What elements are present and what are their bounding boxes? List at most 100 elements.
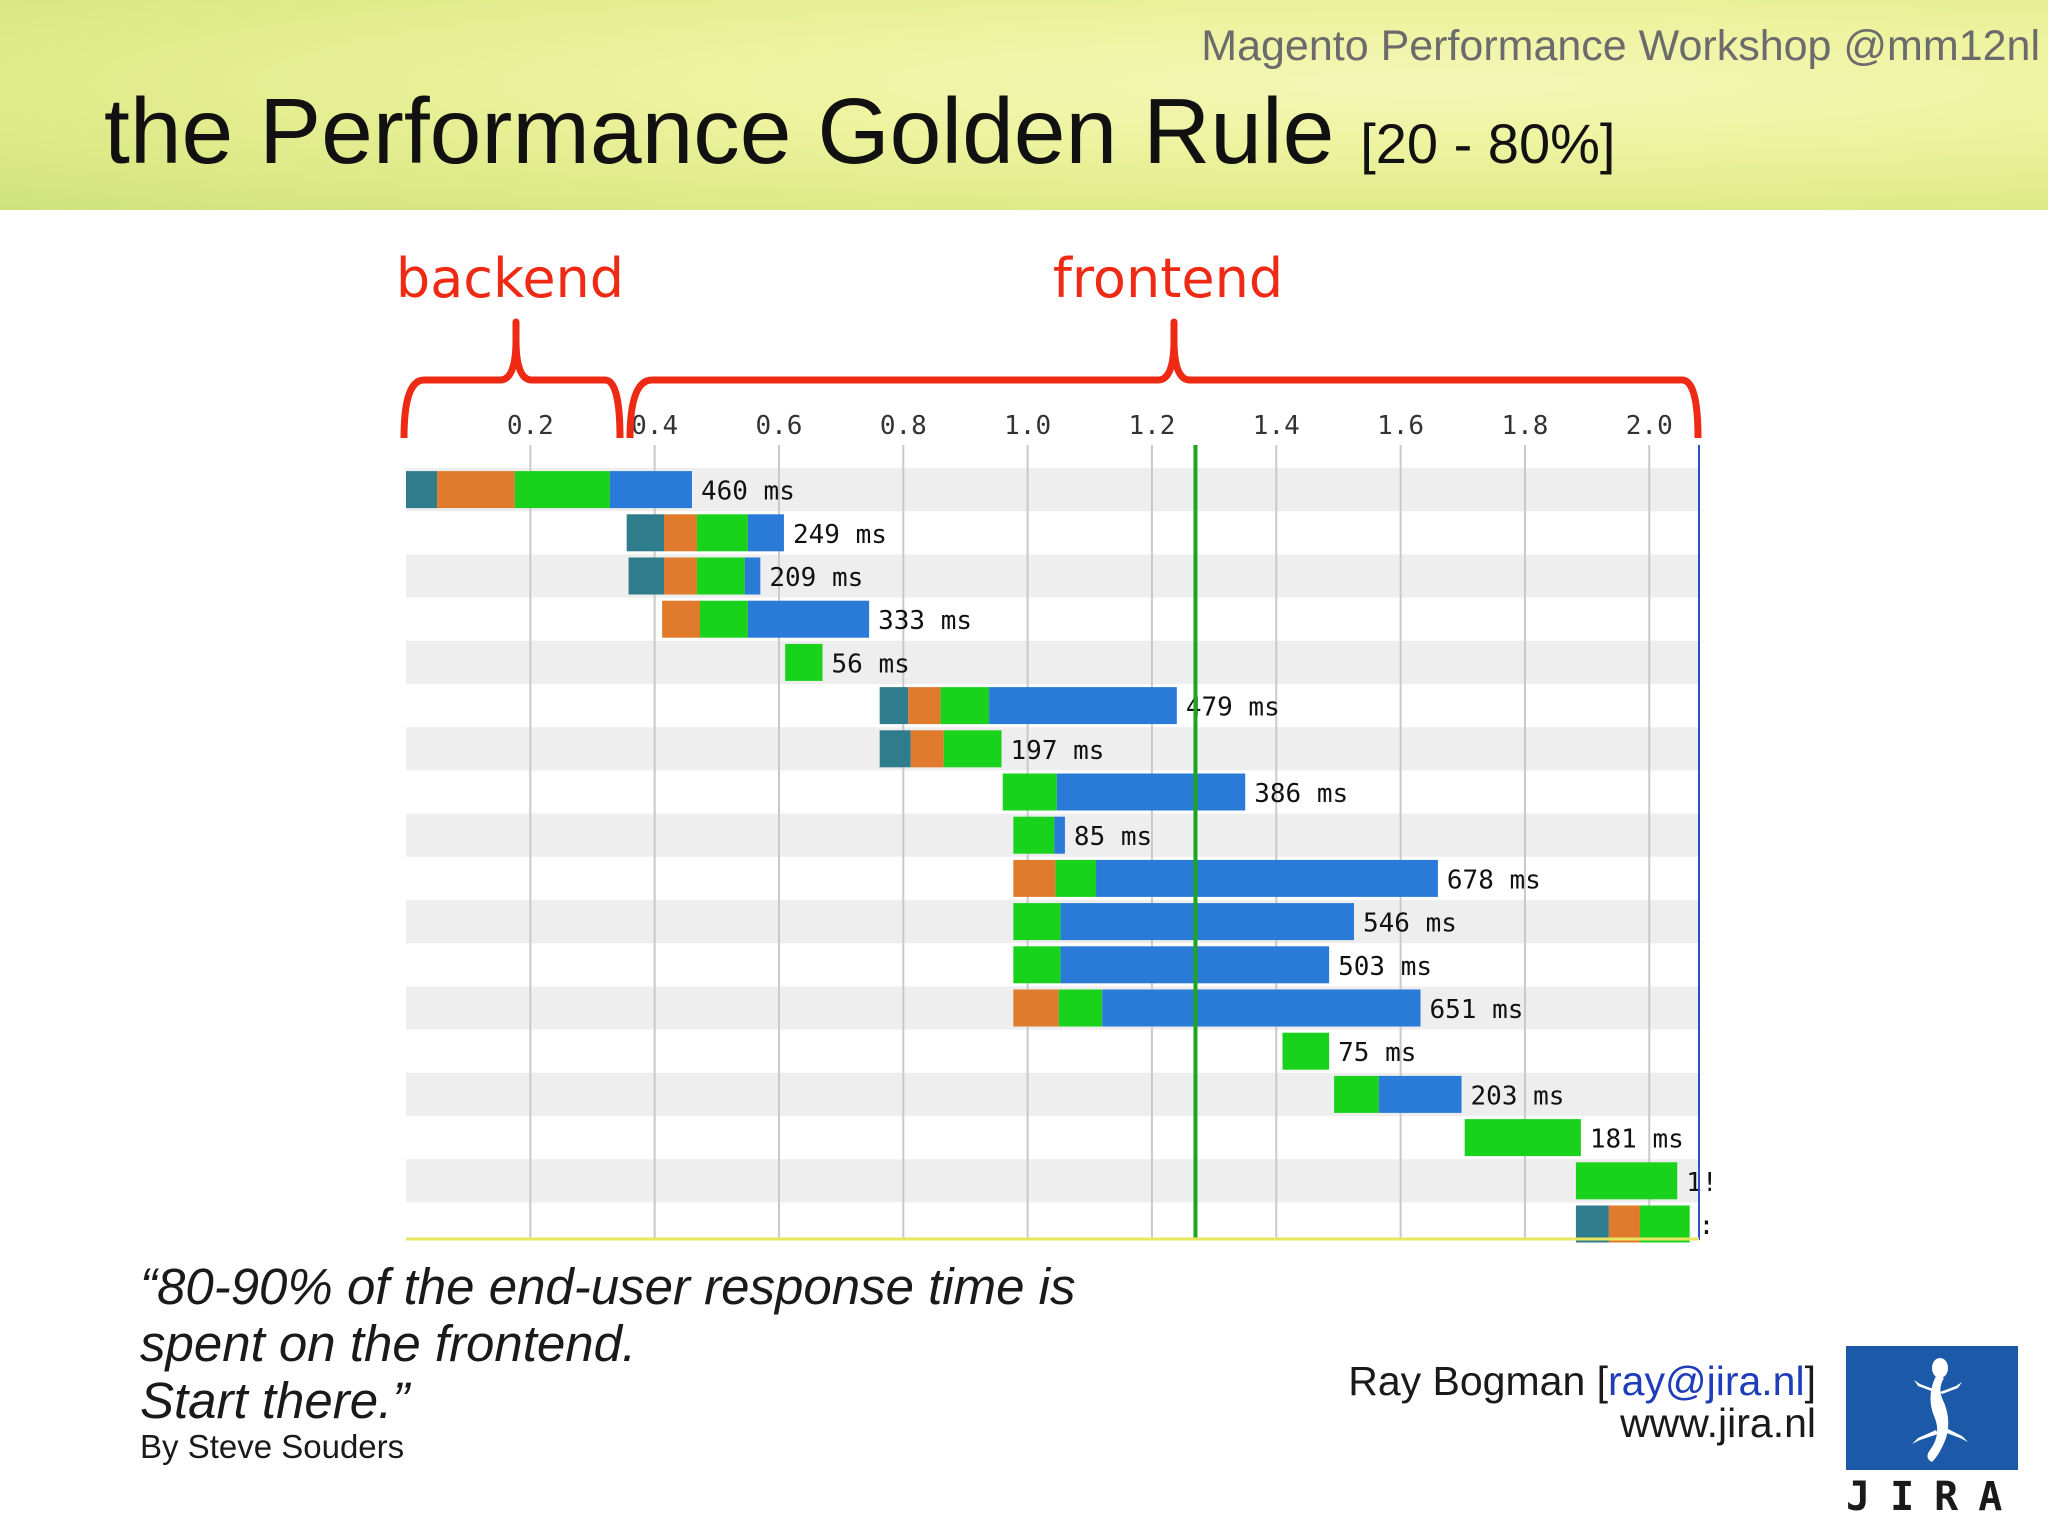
title-main: the Performance Golden Rule (104, 79, 1335, 183)
row-stripe (406, 727, 1699, 771)
bar-segment-dns (626, 514, 664, 552)
bar-segment-download (1102, 989, 1421, 1027)
contact-name: Ray Bogman [ (1348, 1358, 1609, 1404)
bar-segment-ttfb (1575, 1162, 1678, 1200)
bar-segment-download (989, 687, 1177, 725)
duration-label: 460 ms (701, 477, 795, 507)
bar-segment-connect (1013, 859, 1056, 897)
bar-segment-download (744, 557, 761, 595)
x-tick-label: 1.8 (1501, 411, 1548, 441)
duration-label: 203 ms (1471, 1081, 1565, 1111)
title-suffix: [20 - 80%] (1360, 112, 1616, 175)
bar-segment-download (747, 514, 784, 552)
bar-segment-dns (879, 730, 911, 768)
slide-header: Magento Performance Workshop @mm12nl the… (0, 0, 2048, 210)
x-tick-label: 0.8 (880, 411, 927, 441)
bar-segment-ttfb (1334, 1075, 1379, 1113)
x-tick-label: 0.6 (755, 411, 802, 441)
bar-segment-download (1056, 773, 1246, 811)
x-tick-label: 1.4 (1253, 411, 1300, 441)
bar-segment-dns (628, 557, 664, 595)
row-stripe (406, 640, 1699, 684)
x-tick-label: 0.4 (631, 411, 678, 441)
bar-segment-ttfb (696, 557, 745, 595)
bar-segment-download (1378, 1075, 1462, 1113)
row-stripe (406, 1072, 1699, 1116)
souders-quote: “80-90% of the end-user response time is… (140, 1258, 1075, 1429)
backend-label: backend (396, 247, 624, 310)
duration-label: 75 ms (1338, 1038, 1416, 1068)
duration-label: 678 ms (1447, 865, 1541, 895)
frontend-bracket (626, 318, 1702, 439)
duration-label: 1! (1686, 1168, 1717, 1198)
bar-segment-ttfb (1639, 1205, 1690, 1243)
bar-segment-dns (879, 687, 909, 725)
quote-line-1: “80-90% of the end-user response time is (140, 1258, 1076, 1315)
frontend-label: frontend (1053, 247, 1283, 310)
bar-segment-ttfb (700, 600, 748, 638)
x-tick-label: 0.2 (507, 411, 554, 441)
bar-segment-connect (1013, 989, 1059, 1027)
duration-label: 651 ms (1430, 995, 1524, 1025)
workshop-label: Magento Performance Workshop @mm12nl (1201, 22, 2040, 70)
row-stripe (406, 554, 1699, 598)
jira-logo-text: JIRA (1846, 1474, 2023, 1520)
backend-bracket (400, 318, 624, 439)
bar-segment-download (747, 600, 870, 638)
bar-segment-ttfb (1464, 1119, 1581, 1157)
bar-segment-download (1096, 859, 1438, 897)
duration-label: 546 ms (1363, 909, 1457, 939)
bar-segment-connect (663, 514, 697, 552)
duration-label: 333 ms (878, 606, 972, 636)
contact-name-close: ] (1804, 1358, 1816, 1404)
gecko-icon (1912, 1358, 1968, 1462)
bar-segment-ttfb (943, 730, 1002, 768)
bar-segment-ttfb (1058, 989, 1103, 1027)
quote-line-3: Start there.” (140, 1372, 410, 1429)
duration-label: 386 ms (1254, 779, 1348, 809)
x-tick-label: 1.6 (1377, 411, 1424, 441)
x-axis-ticks: 0.2 0.4 0.6 0.8 1.0 1.2 1.4 1.6 1.8 2.0 (507, 411, 1673, 441)
bar-segment-download (609, 471, 692, 509)
bar-segment-connect (908, 687, 941, 725)
waterfall-bars (406, 471, 1690, 1243)
bar-segment-ttfb (1055, 859, 1097, 897)
bar-segment-ttfb (940, 687, 990, 725)
bar-segment-ttfb (696, 514, 748, 552)
bar-segment-download (1060, 903, 1354, 941)
contact-email[interactable]: ray@jira.nl (1608, 1358, 1805, 1404)
bar-segment-ttfb (514, 471, 610, 509)
x-tick-label: 2.0 (1626, 411, 1673, 441)
duration-label: : (1699, 1211, 1715, 1241)
bar-segment-connect (663, 557, 697, 595)
bar-segment-ttfb (1013, 946, 1061, 984)
bar-segment-connect (910, 730, 944, 768)
bar-segment-dns (406, 471, 438, 509)
bar-segment-connect (437, 471, 515, 509)
jira-logo (1846, 1346, 2018, 1470)
duration-label: 181 ms (1590, 1125, 1684, 1155)
contact-block: Ray Bogman [ray@jira.nl] www.jira.nl (1348, 1360, 1816, 1444)
bar-segment-dns (1575, 1205, 1609, 1243)
row-stripe (406, 1159, 1699, 1203)
waterfall-labels: 460 ms 249 ms 209 ms 333 ms 56 ms 479 ms 197 m… (701, 477, 1718, 1241)
bar-segment-download (1054, 816, 1065, 854)
slide-title: the Performance Golden Rule [20 - 80%] (104, 78, 1615, 185)
bar-segment-ttfb (1282, 1032, 1330, 1070)
x-tick-label: 1.0 (1004, 411, 1051, 441)
contact-website[interactable]: www.jira.nl (1620, 1400, 1816, 1446)
waterfall-chart: 0.2 0.4 0.6 0.8 1.0 1.2 1.4 1.6 1.8 2.0 460 ms 249… (396, 247, 1718, 1243)
duration-label: 85 ms (1074, 822, 1152, 852)
bar-segment-ttfb (1013, 903, 1061, 941)
quote-byline: By Steve Souders (140, 1428, 405, 1465)
duration-label: 249 ms (793, 520, 887, 550)
duration-label: 209 ms (769, 563, 863, 593)
quote-line-2: spent on the frontend. (140, 1315, 637, 1372)
x-tick-label: 1.2 (1128, 411, 1175, 441)
duration-label: 56 ms (831, 649, 909, 679)
bar-segment-connect (1608, 1205, 1640, 1243)
bar-segment-ttfb (1002, 773, 1057, 811)
bar-segment-ttfb (1013, 816, 1055, 854)
duration-label: 503 ms (1338, 952, 1432, 982)
duration-label: 479 ms (1186, 693, 1280, 723)
